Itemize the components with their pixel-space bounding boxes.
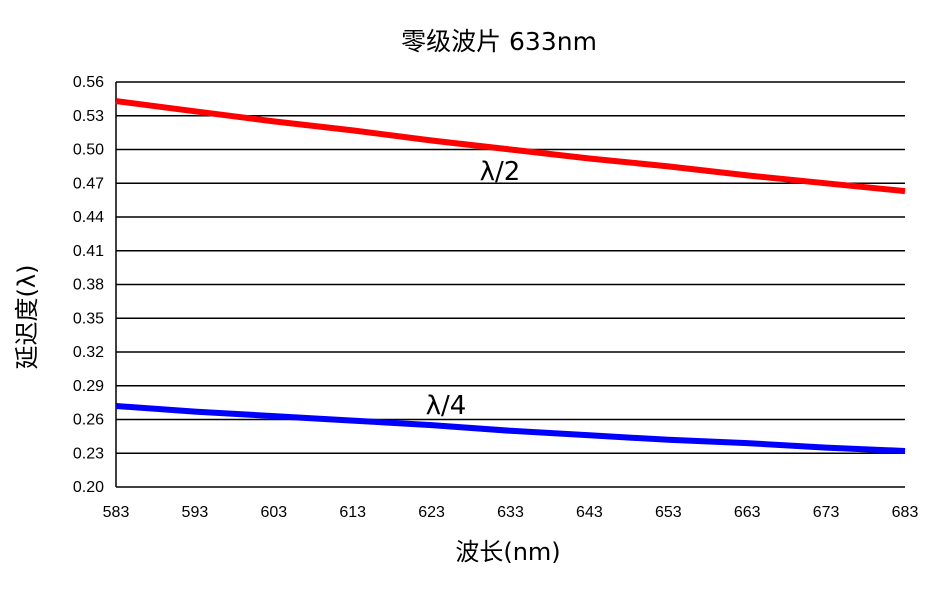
x-tick-label: 603: [260, 504, 287, 521]
x-tick-label: 623: [418, 504, 445, 521]
x-tick-labels: 583 593 603 613 623 633 643 653 663 673 683: [103, 504, 919, 521]
y-tick-label: 0.53: [73, 108, 104, 125]
y-tick-label: 0.41: [73, 243, 104, 260]
x-tick-label: 593: [182, 504, 209, 521]
y-tick-label: 0.38: [73, 277, 104, 294]
x-axis-title: 波长(nm): [455, 538, 560, 566]
y-tick-label: 0.32: [73, 344, 104, 361]
y-tick-label: 0.29: [73, 378, 104, 395]
series-label-2: λ/4: [426, 391, 467, 421]
x-tick-label: 643: [576, 504, 603, 521]
data-series: λ/2 λ/4: [115, 98, 906, 454]
x-tick-label: 583: [103, 504, 130, 521]
y-tick-label: 0.44: [73, 209, 104, 226]
y-tick-label: 0.20: [73, 479, 104, 496]
series-line-1: [115, 98, 906, 195]
x-tick-label: 633: [497, 504, 524, 521]
x-tick-label: 683: [892, 504, 919, 521]
y-tick-label: 0.56: [73, 74, 104, 91]
series-line-2: [115, 403, 906, 454]
chart-title: 零级波片 633nm: [401, 27, 597, 56]
y-axis-title: 延迟度(λ): [13, 265, 41, 370]
y-tick-labels: 0.20 0.23 0.26 0.29 0.32 0.35 0.38 0.41 0.44 0.47…: [73, 74, 104, 496]
x-tick-label: 663: [734, 504, 761, 521]
series-label-1: λ/2: [480, 157, 521, 187]
x-tick-label: 673: [813, 504, 840, 521]
x-tick-label: 653: [655, 504, 682, 521]
grid-lines: [115, 81, 905, 488]
y-tick-label: 0.35: [73, 310, 104, 327]
y-tick-label: 0.23: [73, 445, 104, 462]
y-tick-label: 0.47: [73, 175, 104, 192]
y-tick-label: 0.26: [73, 412, 104, 429]
x-tick-label: 613: [339, 504, 366, 521]
y-tick-label: 0.50: [73, 142, 104, 159]
